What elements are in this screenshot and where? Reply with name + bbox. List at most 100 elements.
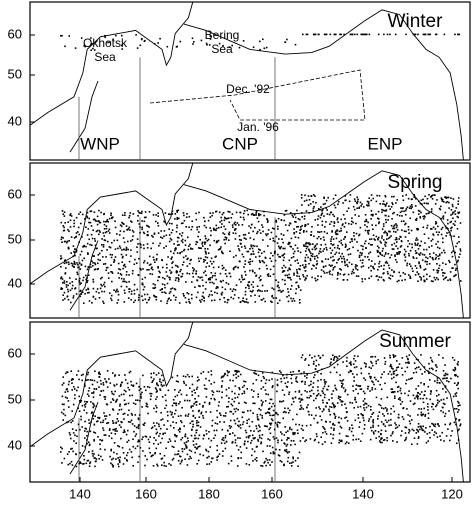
observation-dot — [336, 261, 338, 264]
observation-dot — [306, 33, 309, 36]
observation-dot — [124, 212, 126, 214]
observation-dot — [152, 454, 154, 456]
observation-dot — [244, 293, 247, 296]
observation-dot — [318, 406, 320, 408]
observation-dot — [214, 272, 217, 275]
observation-dot — [195, 443, 198, 445]
observation-dot — [116, 430, 118, 432]
observation-dot — [361, 280, 364, 283]
observation-dot — [333, 404, 335, 407]
observation-dot — [296, 381, 299, 383]
observation-dot — [84, 45, 87, 48]
observation-dot — [357, 417, 360, 419]
observation-dot — [419, 252, 422, 254]
observation-dot — [437, 423, 439, 426]
observation-dot — [415, 432, 418, 434]
observation-dot — [332, 423, 334, 426]
observation-dot — [126, 452, 129, 454]
observation-dot — [331, 273, 334, 276]
observation-dot — [409, 217, 412, 220]
observation-dot — [305, 243, 307, 245]
observation-dot — [268, 402, 271, 405]
observation-dot — [341, 404, 343, 406]
observation-dot — [109, 428, 111, 430]
observation-dot — [157, 279, 159, 282]
observation-dot — [337, 221, 339, 223]
observation-dot — [204, 220, 206, 222]
observation-dot — [385, 231, 387, 234]
observation-dot — [124, 457, 126, 460]
observation-dot — [325, 433, 328, 435]
observation-dot — [444, 412, 447, 415]
observation-dot — [404, 426, 407, 428]
observation-dot — [419, 254, 421, 256]
observation-dot — [125, 403, 127, 405]
observation-dot — [175, 277, 177, 279]
observation-dot — [86, 216, 89, 219]
observation-dot — [194, 398, 196, 400]
observation-dot — [170, 288, 172, 290]
observation-dot — [184, 297, 187, 299]
observation-dot — [151, 266, 153, 269]
observation-dot — [352, 363, 355, 365]
observation-dot — [450, 229, 452, 232]
observation-dot — [438, 425, 440, 427]
observation-dot — [446, 219, 449, 221]
observation-dot — [351, 427, 354, 430]
observation-dot — [262, 260, 264, 263]
observation-dot — [300, 404, 302, 407]
observation-dot — [61, 462, 63, 464]
observation-dot — [404, 439, 406, 442]
observation-dot — [449, 234, 451, 236]
observation-dot — [368, 277, 370, 280]
observation-dot — [211, 457, 213, 460]
observation-dot — [437, 234, 439, 236]
observation-dot — [440, 217, 442, 220]
observation-dot — [242, 256, 245, 258]
observation-dot — [161, 259, 163, 261]
observation-dot — [223, 238, 225, 241]
observation-dot — [264, 257, 267, 259]
observation-dot — [233, 222, 236, 225]
observation-dot — [67, 221, 69, 223]
observation-dot — [307, 256, 309, 259]
observation-dot — [99, 439, 101, 441]
observation-dot — [95, 458, 98, 460]
observation-dot — [424, 268, 427, 270]
observation-dot — [379, 240, 382, 243]
observation-dot — [74, 248, 76, 250]
observation-dot — [365, 218, 368, 221]
observation-dot — [309, 203, 312, 205]
observation-dot — [260, 388, 263, 390]
observation-dot — [347, 442, 350, 444]
observation-dot — [259, 40, 261, 43]
observation-dot — [377, 380, 379, 382]
observation-dot — [111, 458, 113, 461]
observation-dot — [92, 287, 95, 290]
observation-dot — [281, 278, 284, 281]
observation-dot — [191, 37, 194, 40]
observation-dot — [63, 215, 66, 217]
observation-dot — [455, 207, 458, 209]
observation-dot — [221, 286, 224, 289]
observation-dot — [296, 272, 299, 275]
observation-dot — [381, 441, 383, 444]
observation-dot — [337, 259, 339, 261]
observation-dot — [450, 209, 453, 211]
observation-dot — [382, 407, 385, 410]
observation-dot — [187, 293, 190, 295]
observation-dot — [244, 247, 247, 249]
observation-dot — [380, 388, 383, 391]
observation-dot — [381, 437, 383, 440]
observation-dot — [300, 380, 303, 383]
observation-dot — [156, 383, 158, 386]
observation-dot — [155, 220, 157, 223]
observation-dot — [386, 410, 388, 412]
observation-dot — [229, 410, 231, 413]
observation-dot — [238, 235, 241, 237]
observation-dot — [391, 432, 394, 435]
observation-dot — [224, 269, 227, 271]
observation-dot — [174, 218, 176, 220]
observation-dot — [428, 263, 431, 265]
observation-dot — [79, 401, 82, 403]
